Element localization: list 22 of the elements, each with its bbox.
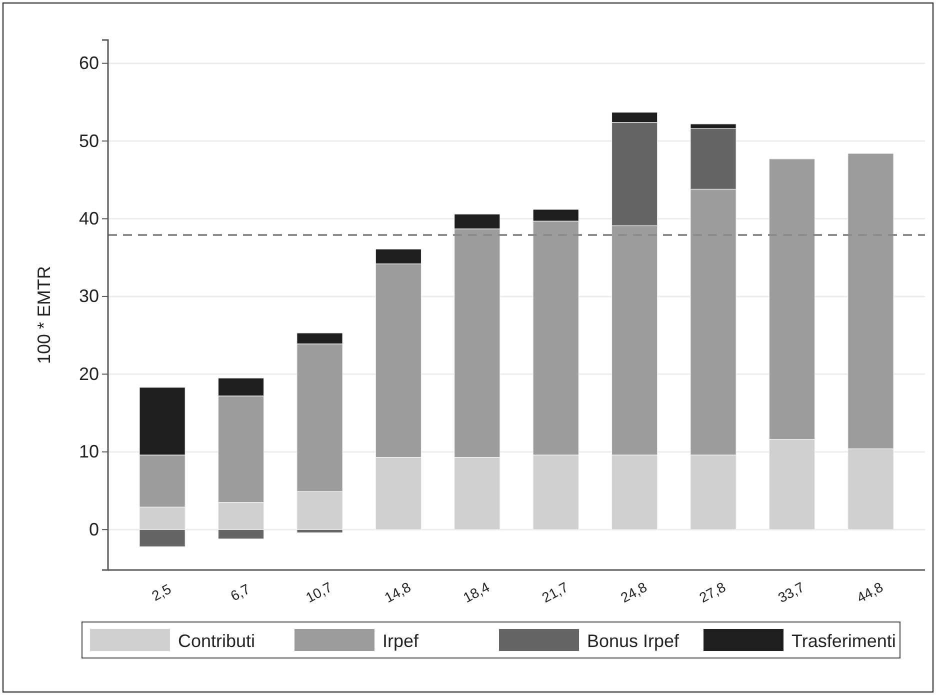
y-tick-label: 40 xyxy=(78,208,99,228)
x-tick-label: 6,7 xyxy=(228,580,253,604)
legend-label: Contributi xyxy=(178,631,256,651)
x-tick-label: 33,7 xyxy=(775,578,808,606)
y-tick-label: 60 xyxy=(78,53,99,74)
x-tick-label: 10,7 xyxy=(303,578,335,606)
x-tick-label: 14,8 xyxy=(382,578,414,606)
x-tick-label: 44,8 xyxy=(854,578,886,606)
x-tick-label: 27,8 xyxy=(696,578,728,606)
legend-label: Irpef xyxy=(382,631,420,651)
y-tick-label: 30 xyxy=(78,286,99,306)
x-tick-label: 24,8 xyxy=(618,578,650,606)
legend-label: Trasferimenti xyxy=(792,631,896,651)
y-tick-label: 50 xyxy=(78,130,99,151)
x-tick-label: 18,4 xyxy=(460,578,492,606)
y-tick-label: 0 xyxy=(88,519,99,540)
x-tick-label: 2,5 xyxy=(149,580,174,604)
y-tick-label: 20 xyxy=(78,364,99,384)
y-axis-title: 100 * EMTR xyxy=(34,266,54,364)
y-tick-label: 10 xyxy=(78,442,99,462)
x-tick-label: 21,7 xyxy=(539,578,571,606)
legend-label: Bonus Irpef xyxy=(587,631,680,651)
